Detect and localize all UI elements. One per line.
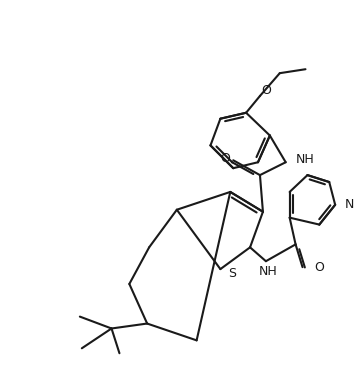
Text: O: O: [220, 152, 230, 165]
Text: NH: NH: [258, 265, 277, 278]
Text: O: O: [261, 84, 271, 97]
Text: O: O: [314, 260, 324, 274]
Text: NH: NH: [295, 153, 314, 166]
Text: N: N: [345, 198, 355, 211]
Text: S: S: [228, 266, 236, 280]
